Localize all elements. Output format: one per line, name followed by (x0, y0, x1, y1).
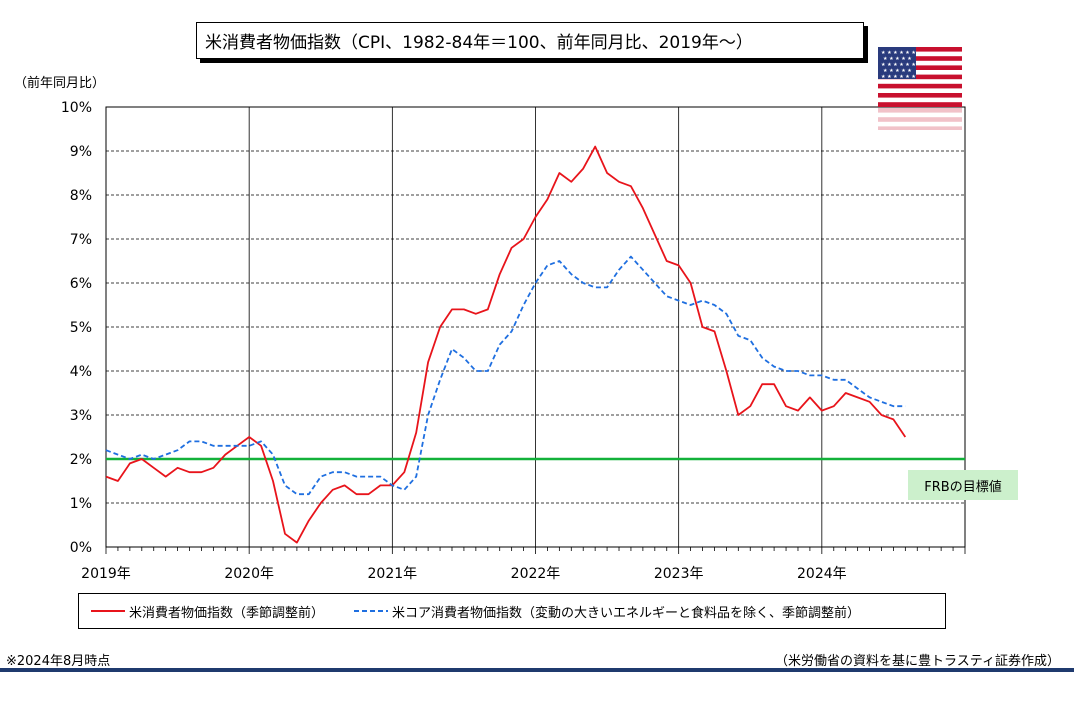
y-axis-unit-label: （前年同月比） (14, 76, 106, 91)
cpi-series-line (105, 145, 907, 544)
core-cpi-series-line (105, 255, 906, 496)
x-tick-label: 2024年 (797, 566, 847, 582)
legend-item-cpi: 米消費者物価指数（季節調整前） (91, 602, 324, 621)
chart-title: 米消費者物価指数（CPI、1982-84年＝100、前年同月比、2019年～） (205, 33, 753, 53)
y-tick-label: 10% (61, 100, 92, 116)
svg-text:★ ★ ★ ★ ★: ★ ★ ★ ★ ★ (883, 56, 912, 62)
y-tick-label: 5% (70, 320, 92, 336)
y-tick-label: 1% (70, 496, 92, 512)
cpi-line-chart: 0% 1% 2% 3% 4% 5% 6% 7% 8% 9% 10% 2019年 2020年 2021年 20… (61, 100, 966, 582)
x-tick-label: 2022年 (511, 566, 561, 582)
svg-text:★ ★ ★ ★ ★: ★ ★ ★ ★ ★ (883, 68, 912, 74)
legend-label-core-cpi: 米コア消費者物価指数（変動の大きいエネルギーと食料品を除く、季節調整前） (392, 605, 861, 621)
svg-text:★ ★ ★ ★ ★ ★: ★ ★ ★ ★ ★ ★ (881, 62, 916, 68)
y-tick-label: 4% (70, 364, 92, 380)
y-tick-label: 6% (70, 276, 92, 292)
legend-item-core-cpi: 米コア消費者物価指数（変動の大きいエネルギーと食料品を除く、季節調整前） (354, 602, 860, 621)
y-tick-label: 2% (70, 452, 92, 468)
y-tick-label: 8% (70, 188, 92, 204)
legend-swatch-cpi (91, 610, 125, 612)
y-tick-label: 7% (70, 232, 92, 248)
legend-swatch-core-cpi (354, 610, 389, 612)
legend-label-cpi: 米消費者物価指数（季節調整前） (129, 605, 325, 621)
bottom-rule (0, 668, 1074, 672)
x-tick-label: 2020年 (224, 566, 274, 582)
x-tick-label: 2021年 (368, 566, 418, 582)
x-tick-label: 2023年 (654, 566, 704, 582)
y-tick-label: 0% (70, 540, 92, 556)
svg-text:★ ★ ★ ★ ★ ★: ★ ★ ★ ★ ★ ★ (881, 50, 916, 56)
source-note: （米労働省の資料を基に豊トラスティ証券作成） (775, 654, 1060, 669)
us-flag-reflection (878, 108, 962, 130)
svg-text:★ ★ ★ ★ ★ ★: ★ ★ ★ ★ ★ ★ (881, 74, 916, 80)
y-tick-label: 3% (70, 408, 92, 424)
frb-target-label: FRBの目標値 (908, 470, 1018, 500)
chart-title-box: 米消費者物価指数（CPI、1982-84年＝100、前年同月比、2019年～） (196, 22, 864, 59)
y-tick-label: 9% (70, 144, 92, 160)
x-tick-label: 2019年 (81, 566, 131, 582)
as-of-note: ※2024年8月時点 (6, 654, 111, 669)
us-flag-icon: ★ ★ ★ ★ ★ ★ ★ ★ ★ ★ ★ ★ ★ ★ ★ ★ ★ ★ ★ ★ … (878, 47, 962, 107)
chart-legend: 米消費者物価指数（季節調整前） 米コア消費者物価指数（変動の大きいエネルギーと食… (78, 593, 946, 629)
